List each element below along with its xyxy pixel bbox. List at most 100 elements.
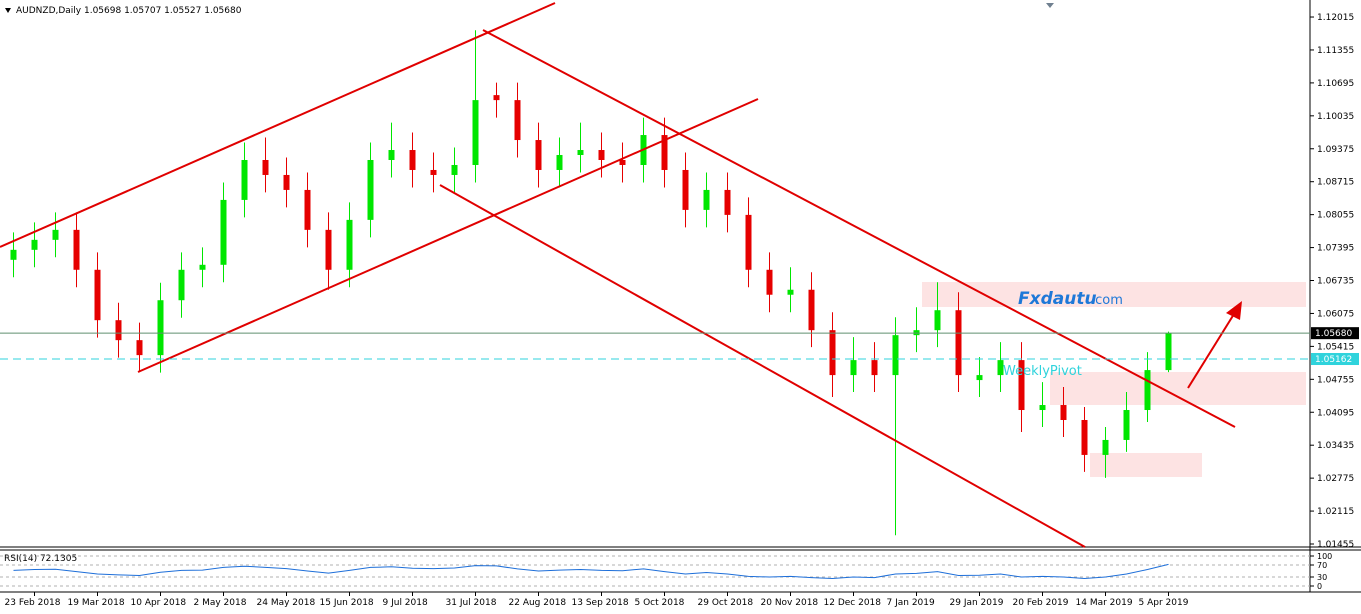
price-label: 1.05680 — [1315, 329, 1352, 339]
x-tick-label: 2 May 2018 — [194, 598, 247, 608]
chart-title: AUDNZD,Daily 1.05698 1.05707 1.05527 1.0… — [16, 6, 242, 16]
candle-body — [997, 360, 1004, 376]
candle-body — [850, 360, 857, 376]
y-tick-label: 1.05415 — [1317, 342, 1354, 352]
candle-body — [31, 239, 38, 250]
candle-body — [241, 159, 248, 200]
candle-body — [1060, 405, 1067, 420]
candle-body — [1144, 370, 1151, 411]
x-tick-label: 5 Oct 2018 — [635, 598, 685, 608]
candle-body — [1018, 360, 1025, 411]
y-tick-label: 1.12015 — [1317, 13, 1354, 23]
x-tick-label: 9 Jul 2018 — [383, 598, 428, 608]
candle-body — [283, 174, 290, 190]
candle-body — [346, 219, 353, 270]
y-tick-label: 70 — [1317, 561, 1327, 570]
candle-body — [115, 320, 122, 341]
x-tick-label: 22 Aug 2018 — [509, 598, 567, 608]
candle-body — [619, 159, 626, 165]
x-tick-label: 12 Dec 2018 — [824, 598, 882, 608]
candle-body — [1165, 333, 1172, 371]
candle-body — [556, 155, 563, 170]
candle-body — [388, 150, 395, 160]
price-label-bg — [1311, 327, 1359, 340]
candle-body — [787, 289, 794, 295]
candle-body — [304, 189, 311, 230]
y-tick-label: 100 — [1317, 552, 1332, 561]
x-tick-label: 14 Mar 2019 — [1076, 598, 1133, 608]
candle-body — [52, 229, 59, 240]
resistance-zone — [1050, 372, 1306, 405]
candle-body — [157, 300, 164, 356]
y-tick-label: 1.11355 — [1317, 46, 1354, 56]
candle-body — [976, 375, 983, 381]
candle-body — [199, 264, 206, 270]
y-tick-label: 1.04755 — [1317, 375, 1354, 385]
rsi-line — [13, 563, 1169, 580]
candle-body — [367, 159, 374, 220]
y-tick-label: 1.06075 — [1317, 309, 1354, 319]
y-tick-label: 1.03435 — [1317, 441, 1354, 451]
x-tick-label: 23 Feb 2018 — [5, 598, 61, 608]
x-tick-label: 29 Jan 2019 — [950, 598, 1004, 608]
candle-body — [1081, 419, 1088, 455]
candle-body — [766, 269, 773, 295]
pivot-name: WeeklyPivot — [1003, 364, 1082, 379]
shift-marker — [1046, 3, 1054, 8]
candle-body — [661, 135, 668, 170]
candle-body — [577, 150, 584, 156]
x-tick-label: 29 Oct 2018 — [698, 598, 754, 608]
candle-body — [430, 169, 437, 175]
x-tick-label: 20 Nov 2018 — [761, 598, 819, 608]
candle-body — [94, 269, 101, 321]
y-tick-label: 1.08055 — [1317, 211, 1354, 221]
candle-body — [136, 340, 143, 356]
x-tick-label: 31 Jul 2018 — [446, 598, 497, 608]
y-tick-label: 1.04095 — [1317, 408, 1354, 418]
candle-body — [220, 199, 227, 265]
support-zone — [1090, 453, 1202, 477]
candle-body — [598, 150, 605, 160]
x-tick-label: 19 Mar 2018 — [68, 598, 125, 608]
candle-body — [409, 150, 416, 170]
candle-body — [325, 229, 332, 270]
y-tick-label: 1.07395 — [1317, 244, 1354, 254]
y-tick-label: 1.09375 — [1317, 145, 1354, 155]
x-tick-label: 5 Apr 2019 — [1139, 598, 1189, 608]
candle-body — [745, 214, 752, 270]
candle-body — [892, 335, 899, 376]
candle-body — [934, 310, 941, 331]
trend-line — [482, 29, 1236, 428]
y-tick-label: 1.10035 — [1317, 112, 1354, 122]
candle-body — [703, 189, 710, 210]
y-tick-label: 1.06735 — [1317, 277, 1354, 287]
candle-body — [493, 95, 500, 101]
candle-body — [955, 310, 962, 376]
arrow-head — [1226, 301, 1242, 320]
candle-body — [1102, 439, 1109, 455]
x-tick-label: 24 May 2018 — [257, 598, 316, 608]
candle-body — [472, 100, 479, 165]
candle-body — [871, 360, 878, 376]
candle-body — [514, 100, 521, 141]
y-tick-label: 1.02115 — [1317, 507, 1354, 517]
y-tick-label: 1.01455 — [1317, 540, 1354, 550]
candle-body — [1123, 410, 1130, 440]
y-tick-label: 1.02775 — [1317, 474, 1354, 484]
y-tick-label: 1.08715 — [1317, 178, 1354, 188]
x-tick-label: 15 Jun 2018 — [320, 598, 374, 608]
y-tick-label: 1.10695 — [1317, 79, 1354, 89]
candle-body — [10, 249, 17, 260]
trend-line — [0, 2, 556, 248]
indicator-title: RSI(14) 72.1305 — [4, 554, 77, 564]
candle-body — [808, 289, 815, 331]
y-tick-label: 0 — [1317, 582, 1322, 591]
candle-body — [829, 330, 836, 376]
x-tick-label: 13 Sep 2018 — [572, 598, 629, 608]
candle-body — [535, 140, 542, 170]
menu-icon — [5, 8, 11, 13]
x-tick-label: 10 Apr 2018 — [131, 598, 187, 608]
watermark: .com — [1091, 293, 1123, 308]
candle-body — [262, 159, 269, 175]
